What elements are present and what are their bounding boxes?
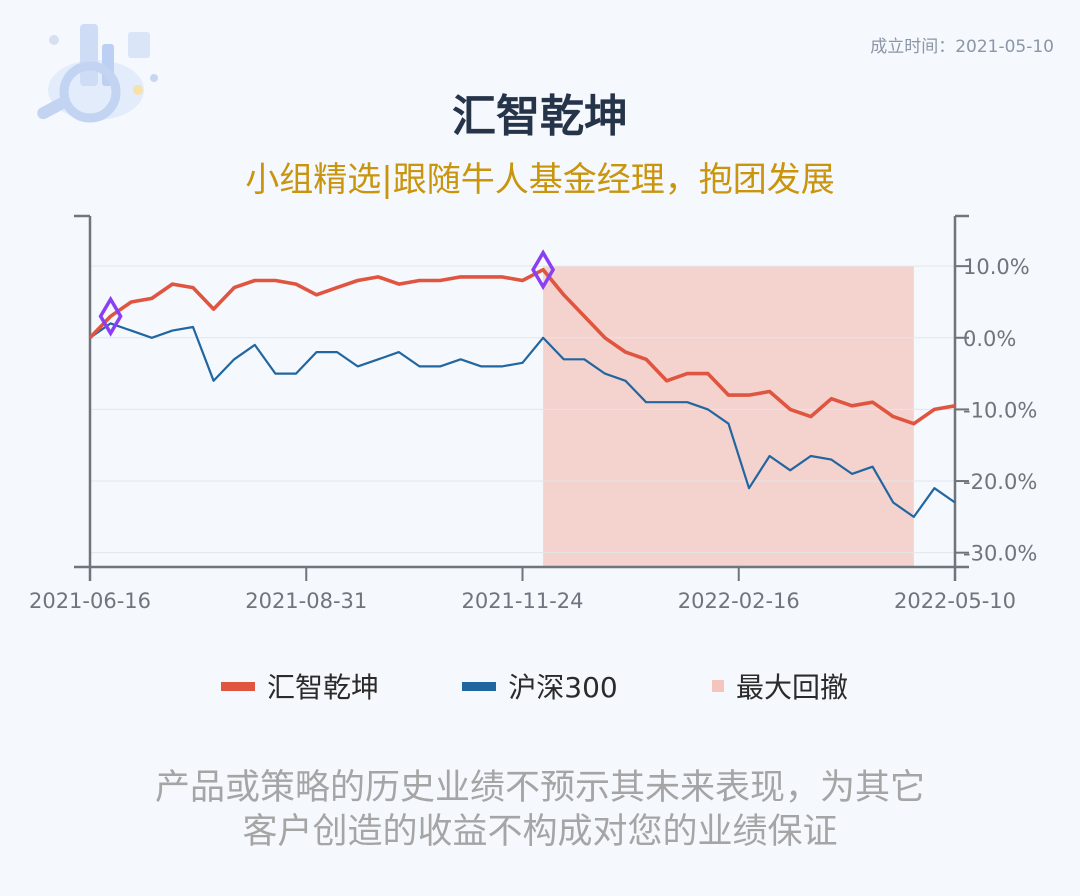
y-tick-label: -30.0% (963, 542, 1037, 566)
x-tick-label: 2021-08-31 (245, 589, 367, 613)
y-tick-label: -20.0% (963, 470, 1037, 494)
legend-swatch-drawdown (711, 680, 724, 692)
legend-item-fund: 汇智乾坤 (180, 666, 420, 706)
x-tick-label: 2021-11-24 (461, 589, 583, 613)
series-line-fund (88, 267, 956, 426)
disclaimer: 产品或策略的历史业绩不预示其未来表现，为其它 客户创造的收益不构成对您的业绩保证 (0, 766, 1080, 854)
y-tick-label: -10.0% (963, 398, 1037, 422)
x-tick-label: 2022-02-16 (678, 589, 800, 613)
legend-label-fund: 汇智乾坤 (266, 671, 379, 704)
x-tick-label: 2022-05-10 (894, 589, 1016, 613)
legend-label-index: 沪深300 (508, 671, 618, 704)
disclaimer-line-2: 客户创造的收益不构成对您的业绩保证 (242, 812, 838, 852)
page-title: 汇智乾坤 (452, 91, 628, 142)
peak-marker (531, 249, 556, 291)
legend-swatch-fund (220, 681, 255, 691)
performance-chart: 10.0% 0.0% -10.0% -20.0% -30.0% 2021-06-16 202… (29, 214, 1037, 613)
legend-item-drawdown: 最大回撤 (660, 666, 900, 706)
y-tick-label: 10.0% (963, 255, 1030, 279)
series-line-index (89, 322, 956, 518)
drawdown-band (543, 266, 914, 567)
legend-swatch-index (462, 681, 497, 691)
legend-label-drawdown: 最大回撤 (735, 671, 848, 704)
y-tick-label: 0.0% (963, 327, 1016, 351)
magnifier-illustration-icon (37, 24, 158, 123)
page-subtitle: 小组精选|跟随牛人基金经理，抱团发展 (245, 160, 835, 200)
peak-marker (98, 295, 123, 337)
established-date: 成立时间：2021-05-10 (870, 37, 1054, 57)
x-tick-label: 2021-06-16 (29, 589, 151, 613)
disclaimer-line-1: 产品或策略的历史业绩不预示其未来表现，为其它 (154, 768, 925, 808)
chart-legend: 汇智乾坤 沪深300 最大回撤 (0, 666, 1080, 706)
legend-item-index: 沪深300 (420, 666, 660, 706)
